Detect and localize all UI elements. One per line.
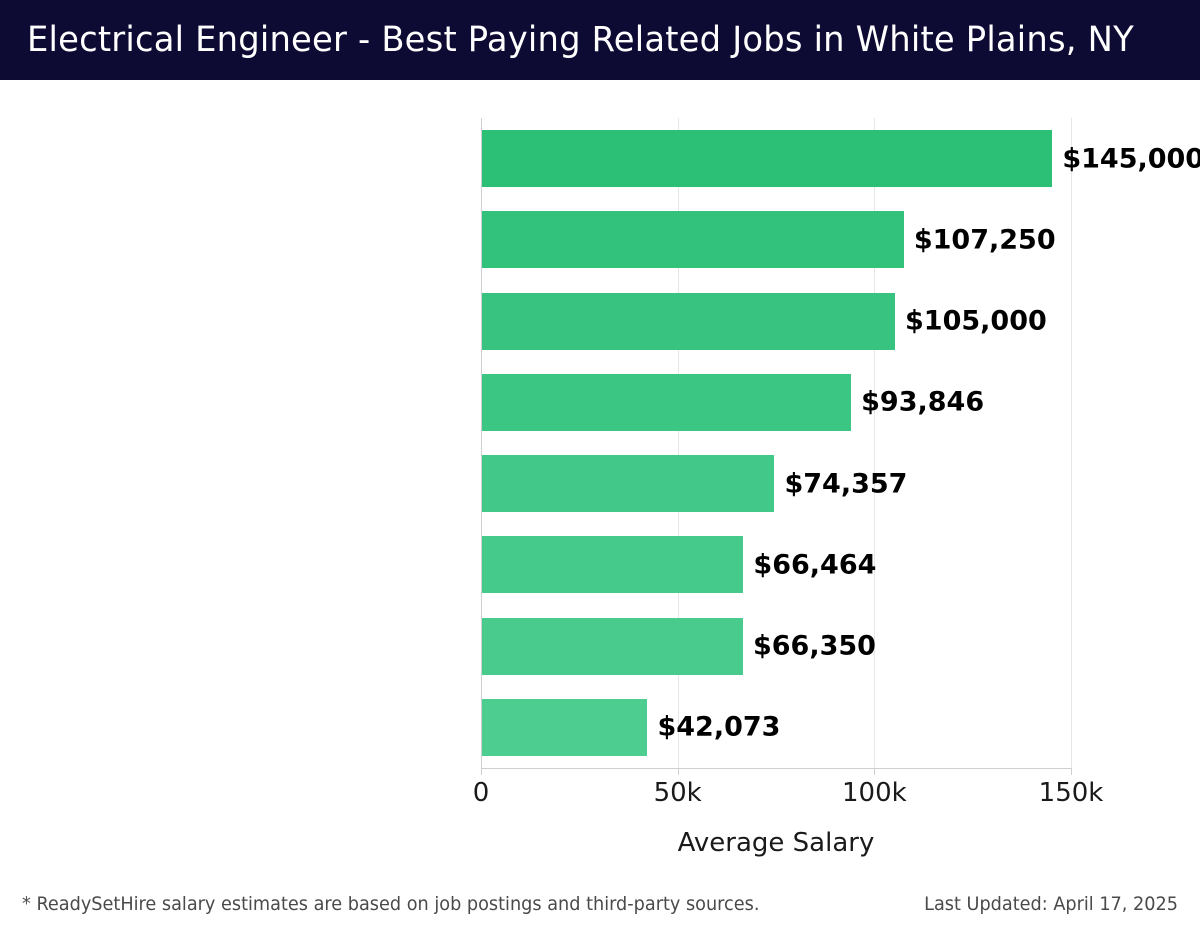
x-tick-mark bbox=[1071, 768, 1072, 775]
x-tick-mark bbox=[677, 768, 679, 775]
footer-disclaimer: * ReadySetHire salary estimates are base… bbox=[22, 893, 760, 915]
bar[interactable] bbox=[482, 130, 1053, 188]
footer-last-updated: Last Updated: April 17, 2025 bbox=[924, 893, 1178, 915]
x-axis-title: Average Salary bbox=[677, 828, 875, 858]
bar-row[interactable]: Instrumentation Engineer$107,250 bbox=[481, 211, 1071, 269]
value-label: $66,464 bbox=[753, 549, 877, 581]
y-axis-line bbox=[481, 118, 482, 768]
bar[interactable] bbox=[482, 698, 648, 756]
bar[interactable] bbox=[482, 455, 775, 513]
x-tick-mark bbox=[874, 768, 876, 775]
bar[interactable] bbox=[482, 373, 852, 431]
bar[interactable] bbox=[482, 292, 895, 350]
bar-row[interactable]: Electronics Engineer$105,000 bbox=[481, 292, 1071, 350]
value-label: $74,357 bbox=[784, 468, 908, 500]
bar-row[interactable]: Safety Director$145,000 bbox=[481, 130, 1200, 188]
x-axis-line bbox=[481, 768, 1071, 769]
value-label: $107,250 bbox=[913, 224, 1056, 256]
value-label: $145,000 bbox=[1062, 143, 1200, 175]
bar[interactable] bbox=[482, 617, 743, 675]
bar-row[interactable]: Project Coordinator$66,464 bbox=[481, 536, 1071, 594]
gridline bbox=[1071, 118, 1072, 768]
plot-area: 0 50k 100k 150k Safety Director$145,000 Inst… bbox=[473, 118, 1200, 808]
bar[interactable] bbox=[482, 536, 744, 594]
bar-row[interactable]: Customer Service Representative$42,073 bbox=[481, 698, 1071, 756]
bar-row[interactable]: Systems Engineer$93,846 bbox=[481, 373, 1071, 431]
bar-row[interactable]: Electrical Technician$66,350 bbox=[481, 617, 1071, 675]
x-tick-label: 0 bbox=[472, 778, 490, 808]
value-label: $93,846 bbox=[861, 386, 985, 418]
bar[interactable] bbox=[482, 211, 904, 269]
page-title: Electrical Engineer - Best Paying Relate… bbox=[27, 20, 1134, 60]
header-bar: Electrical Engineer - Best Paying Relate… bbox=[0, 0, 1200, 80]
footer: * ReadySetHire salary estimates are base… bbox=[0, 893, 1200, 940]
value-label: $105,000 bbox=[905, 305, 1047, 337]
x-tick-label: 50k bbox=[653, 778, 702, 808]
gridline bbox=[677, 118, 679, 768]
value-label: $66,350 bbox=[752, 630, 876, 662]
bar-row[interactable]: Transportation Engineer$74,357 bbox=[481, 455, 1071, 513]
value-label: $42,073 bbox=[657, 711, 781, 743]
x-tick-label: 150k bbox=[1038, 778, 1104, 808]
gridline bbox=[874, 118, 876, 768]
chart-container: 0 50k 100k 150k Safety Director$145,000 Inst… bbox=[0, 80, 1200, 870]
x-tick-label: 100k bbox=[841, 778, 907, 808]
x-tick-mark bbox=[481, 768, 482, 775]
